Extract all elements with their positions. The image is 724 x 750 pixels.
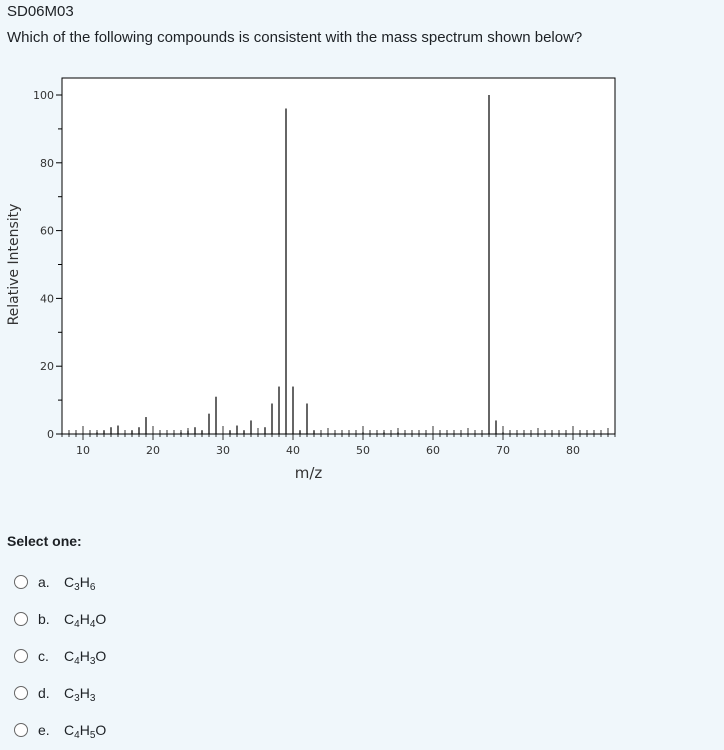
option-formula: C4H5O [64, 721, 107, 741]
option-e[interactable]: e. C4H5O [14, 711, 106, 748]
option-d[interactable]: d. C3H3 [14, 674, 106, 711]
x-tick-label: 70 [496, 444, 510, 457]
mass-spectrum-chart: 0 20 40 60 80 100 10 20 30 40 50 60 70 80 m/z Relative … [6, 77, 616, 482]
option-formula: C4H4O [64, 610, 107, 630]
radio-button-a[interactable] [14, 574, 28, 589]
y-tick-label: 80 [40, 157, 54, 170]
x-tick-label: 40 [286, 444, 300, 457]
radio-button-b[interactable] [14, 611, 28, 626]
option-formula: C3H3 [64, 684, 96, 704]
y-tick-label: 20 [40, 360, 54, 373]
plot-frame [61, 77, 616, 435]
option-letter: b. [38, 610, 50, 627]
x-tick-label: 30 [216, 444, 230, 457]
radio-button-d[interactable] [14, 685, 28, 700]
option-b[interactable]: b. C4H4O [14, 600, 106, 637]
y-tick-label: 0 [47, 428, 54, 441]
answer-options: a. C3H6 b. C4H4O c. C4H3O d. C3H3 e. C4H… [14, 563, 106, 748]
option-formula: C3H6 [64, 573, 96, 593]
x-tick-label: 10 [76, 444, 90, 457]
x-tick-label: 50 [356, 444, 370, 457]
option-letter: c. [38, 647, 49, 664]
question-text: Which of the following compounds is cons… [7, 29, 583, 46]
option-c[interactable]: c. C4H3O [14, 637, 106, 674]
radio-button-c[interactable] [14, 648, 28, 663]
question-id: SD06M03 [7, 3, 74, 20]
option-letter: d. [38, 684, 50, 701]
x-tick-label: 60 [426, 444, 440, 457]
option-letter: a. [38, 573, 50, 590]
option-letter: e. [38, 721, 50, 738]
y-tick-label: 100 [33, 89, 54, 102]
y-axis-label: Relative Intensity [6, 204, 22, 326]
y-tick-label: 40 [40, 292, 54, 305]
x-axis-label: m/z [295, 464, 323, 482]
radio-button-e[interactable] [14, 722, 28, 737]
x-tick-label: 80 [566, 444, 580, 457]
select-one-label: Select one: [7, 533, 82, 549]
x-tick-label: 20 [146, 444, 160, 457]
y-tick-label: 60 [40, 225, 54, 238]
option-formula: C4H3O [64, 647, 107, 667]
option-a[interactable]: a. C3H6 [14, 563, 106, 600]
